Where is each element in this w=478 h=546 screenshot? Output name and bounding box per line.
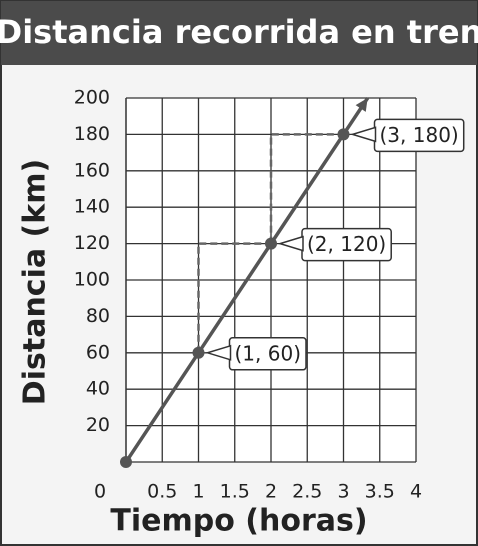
x-tick-label: 1 bbox=[192, 481, 204, 503]
x-tick-label: 4 bbox=[410, 481, 422, 503]
y-tick-label: 100 bbox=[74, 269, 110, 291]
data-point bbox=[192, 346, 205, 359]
y-tick-label: 120 bbox=[74, 232, 110, 254]
arrow-head bbox=[355, 98, 368, 112]
y-tick-label: 40 bbox=[86, 378, 110, 400]
x-tick-label: 0.5 bbox=[147, 481, 177, 503]
x-tick-label: 1.5 bbox=[220, 481, 250, 503]
title-bar bbox=[1, 1, 477, 65]
point-label: (1, 60) bbox=[204, 337, 307, 371]
x-tick-label: 0 bbox=[94, 481, 106, 503]
label-pointer bbox=[349, 126, 377, 143]
data-point bbox=[265, 237, 277, 250]
y-tick-label: 160 bbox=[74, 159, 110, 181]
data-point bbox=[120, 456, 132, 468]
y-tick-label: 20 bbox=[86, 414, 110, 436]
point-label: (3, 180) bbox=[349, 118, 465, 153]
x-axis-label: Tiempo (horas) bbox=[110, 504, 367, 539]
x-tick-label: 2.5 bbox=[292, 481, 322, 503]
step-guide bbox=[197, 242, 271, 353]
x-tick-label: 3 bbox=[337, 481, 349, 503]
y-tick-label: 60 bbox=[86, 341, 110, 363]
y-axis-label: Distancia (km) bbox=[18, 159, 53, 405]
y-tick-label: 200 bbox=[74, 87, 110, 109]
data-line bbox=[124, 133, 345, 463]
y-tick-label: 180 bbox=[74, 123, 110, 145]
data-label: (3, 180) bbox=[380, 123, 459, 147]
data-label: (2, 120) bbox=[307, 232, 386, 256]
y-tick-label: 80 bbox=[86, 305, 110, 327]
data-label: (1, 60) bbox=[235, 341, 302, 365]
y-tick-label: 140 bbox=[74, 196, 110, 218]
chart-title: Distancia recorrida en tren bbox=[0, 13, 478, 51]
step-guide bbox=[269, 133, 344, 244]
label-pointer bbox=[277, 235, 304, 252]
label-pointer bbox=[204, 344, 232, 361]
x-tick-label: 3.5 bbox=[365, 481, 395, 503]
data-point bbox=[337, 128, 350, 141]
point-label: (2, 120) bbox=[277, 227, 392, 262]
x-tick-label: 2 bbox=[265, 481, 277, 503]
